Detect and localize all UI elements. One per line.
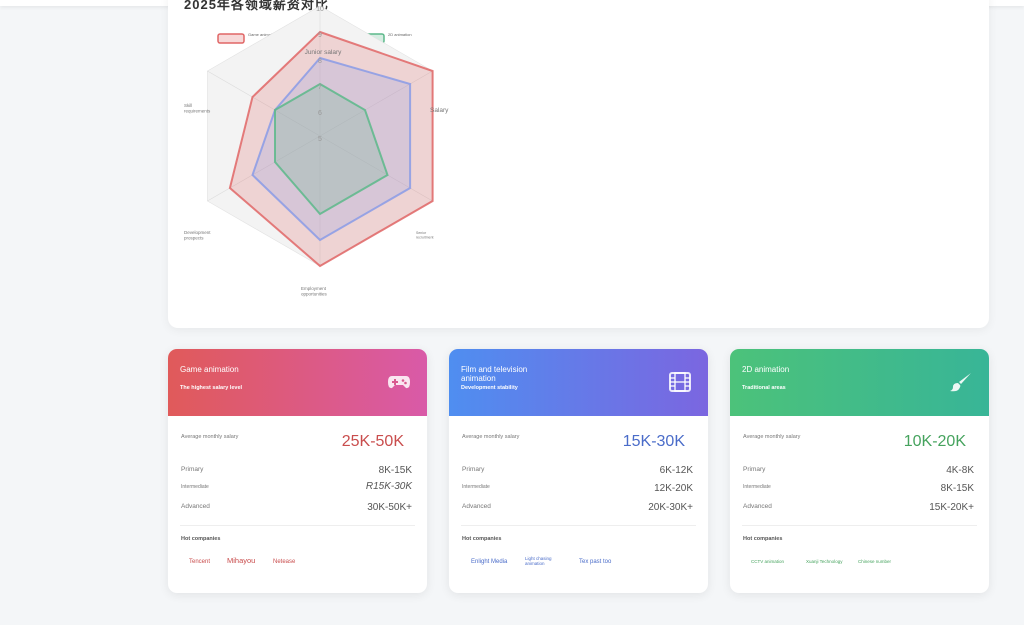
gamepad-icon (388, 376, 410, 389)
radar-axis-line (207, 70, 321, 137)
hot-companies-label: Hot companies (462, 536, 502, 542)
radar-axis-line (207, 135, 321, 202)
radar-indicator-label: Skill requirements (184, 103, 211, 114)
radar-series-area (228, 30, 434, 268)
level-label: Intermediate (181, 484, 209, 490)
level-label: Intermediate (462, 484, 490, 490)
radar-tick-label: 7 (318, 84, 322, 91)
radar-indicator-label: Salary (430, 107, 449, 114)
card-subtitle: Development stability (461, 385, 518, 391)
level-label: Primary (743, 466, 766, 473)
film-icon (669, 372, 691, 392)
level-value: 4K-8K (946, 465, 974, 476)
company-tag[interactable]: Tex past too (579, 559, 612, 565)
card-subtitle: The highest salary level (180, 385, 243, 391)
level-label: Advanced (462, 503, 491, 510)
company-tag[interactable]: Netease (273, 559, 296, 565)
divider (461, 525, 696, 526)
card-body: Average monthly salary 15K-30K Primary 6… (449, 416, 708, 593)
company-tag[interactable]: Chinese number (858, 559, 892, 564)
avg-salary-label: Average monthly salary (462, 434, 520, 440)
company-tag[interactable]: CCTV animation (751, 559, 785, 564)
radar-tick-label: 8 (318, 58, 322, 65)
level-value: 15K-20K+ (929, 502, 974, 513)
level-label: Intermediate (743, 484, 771, 490)
level-value: 8K-15K (378, 465, 412, 476)
hot-companies-label: Hot companies (181, 536, 221, 542)
company-tag[interactable]: Mihayou (227, 556, 256, 565)
card-header: Game animation The highest salary level (168, 349, 427, 416)
avg-salary-value: 15K-30K (622, 433, 685, 450)
level-value: 12K-20K (654, 483, 693, 494)
company-tag[interactable]: Light chasing animation (525, 556, 552, 566)
card-body: Average monthly salary 10K-20K Primary 4… (730, 416, 989, 593)
legend-label[interactable]: Game animation (248, 32, 277, 37)
card-2d-animation: 2D animation Traditional areas Average m… (730, 349, 989, 593)
level-label: Primary (181, 466, 204, 473)
level-label: Advanced (181, 503, 210, 510)
avg-salary-label: Average monthly salary (743, 434, 801, 440)
radar-tick-label: 6 (318, 110, 322, 117)
level-value: 20K-30K+ (648, 502, 693, 513)
radar-indicator-label: Senior recruitment (416, 231, 434, 240)
card-film-animation: Film and television animation Developmen… (449, 349, 708, 593)
card-title: Film and television animation (461, 365, 528, 383)
company-tag[interactable]: Enlight Media (471, 559, 508, 565)
card-title: Game animation (180, 365, 239, 374)
divider (180, 525, 415, 526)
radar-indicator-label: Development prospects (184, 230, 211, 241)
level-label: Primary (462, 466, 485, 473)
radar-tick-label: 9 (318, 32, 322, 39)
radar-axis-line (319, 70, 433, 137)
level-value: 6K-12K (659, 465, 693, 476)
divider (742, 525, 977, 526)
level-value: 8K-15K (940, 483, 974, 494)
chart-title: 2025年各领域薪资对比 (184, 0, 329, 12)
radar-indicator-label: Junior salary (305, 49, 343, 56)
radar-series-area (274, 82, 389, 216)
radar-tick-label: 10 (316, 6, 324, 13)
legend-label[interactable]: 2D animation (388, 32, 412, 37)
card-subtitle: Traditional areas (742, 385, 786, 391)
level-label: Advanced (743, 503, 772, 510)
radar-axis-line (319, 135, 433, 202)
avg-salary-label: Average monthly salary (181, 434, 239, 440)
level-value: 30K-50K+ (367, 502, 412, 513)
card-body: Average monthly salary 25K-50K Primary 8… (168, 416, 427, 593)
company-tag[interactable]: Xuanji Technology (806, 559, 843, 564)
avg-salary-value: 25K-50K (341, 433, 404, 450)
card-title: 2D animation (742, 365, 790, 374)
card-game-animation: Game animation The highest salary level … (168, 349, 427, 593)
hot-companies-label: Hot companies (743, 536, 783, 542)
legend-swatch[interactable] (217, 33, 245, 44)
avg-salary-value: 10K-20K (903, 433, 966, 450)
radar-indicator-label: Employment opportunities (301, 286, 328, 297)
card-header: 2D animation Traditional areas (730, 349, 989, 416)
card-header: Film and television animation Developmen… (449, 349, 708, 416)
radar-tick-label: 5 (318, 136, 322, 143)
salary-chart-card: 2025年各领域薪资对比 Game animationFilm andtelev… (168, 0, 989, 328)
brush-icon (950, 373, 971, 392)
level-value: R15K-30K (365, 481, 412, 492)
company-tag[interactable]: Tencent (189, 559, 211, 565)
